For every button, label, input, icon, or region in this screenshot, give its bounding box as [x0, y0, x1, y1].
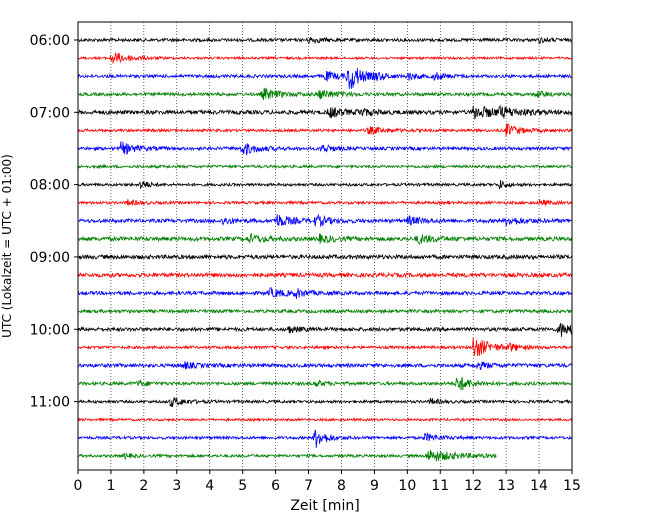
trace-1100 [77, 397, 573, 407]
trace-0615 [77, 52, 573, 64]
trace-0730 [77, 141, 573, 156]
x-tick-label: 1 [106, 478, 115, 494]
trace-0815 [77, 198, 573, 207]
x-tick-label: 11 [431, 478, 449, 494]
trace-0745 [77, 163, 573, 170]
trace-0600 [77, 36, 573, 45]
y-tick-label: 09:00 [30, 250, 70, 266]
x-tick-label: 3 [172, 478, 181, 494]
y-tick-label: 08:00 [30, 178, 70, 194]
y-tick-label: 07:00 [30, 105, 70, 121]
trace-0915 [77, 271, 573, 279]
x-tick-label: 7 [304, 478, 313, 494]
x-tick-label: 6 [271, 478, 280, 494]
y-tick-label: 11:00 [30, 395, 70, 411]
x-tick-label: 8 [337, 478, 346, 494]
y-axis-label: UTC (Lokalzeit = UTC + 01:00) [0, 154, 14, 338]
y-axis-ticks: 06:00 07:00 08:00 09:00 10:00 11:00 [30, 33, 78, 411]
x-tick-label: 5 [238, 478, 247, 494]
x-axis-label: Zeit [min] [290, 498, 359, 514]
trace-0715 [77, 123, 573, 137]
trace-1030 [77, 360, 573, 370]
y-tick-label: 06:00 [30, 33, 70, 49]
trace-0645 [77, 87, 573, 101]
trace-1015 [77, 337, 573, 357]
x-axis-ticks: 0 1 2 3 4 5 6 7 8 9 10 11 12 13 14 15 [74, 470, 581, 494]
x-tick-label: 15 [563, 478, 581, 494]
y-tick-label: 10:00 [30, 322, 70, 338]
trace-0930 [77, 287, 573, 299]
trace-0900 [77, 253, 573, 261]
x-tick-label: 10 [398, 478, 416, 494]
x-tick-label: 9 [370, 478, 379, 494]
x-tick-label: 2 [139, 478, 148, 494]
trace-0700 [77, 104, 573, 120]
x-tick-label: 12 [464, 478, 482, 494]
plot-frame [77, 21, 573, 471]
x-tick-label: 0 [74, 478, 83, 494]
trace-0630 [77, 67, 573, 90]
trace-1130 [77, 429, 573, 449]
trace-1045 [77, 376, 573, 391]
x-tick-label: 13 [497, 478, 515, 494]
seismic-traces [77, 36, 573, 462]
trace-0945 [77, 308, 573, 315]
trace-1000 [77, 323, 573, 337]
x-tick-label: 4 [205, 478, 214, 494]
trace-0845 [77, 233, 573, 246]
trace-1145 [77, 449, 497, 462]
trace-0800 [77, 179, 573, 190]
x-tick-label: 14 [530, 478, 548, 494]
trace-1115 [77, 417, 573, 423]
trace-0830 [77, 213, 573, 228]
